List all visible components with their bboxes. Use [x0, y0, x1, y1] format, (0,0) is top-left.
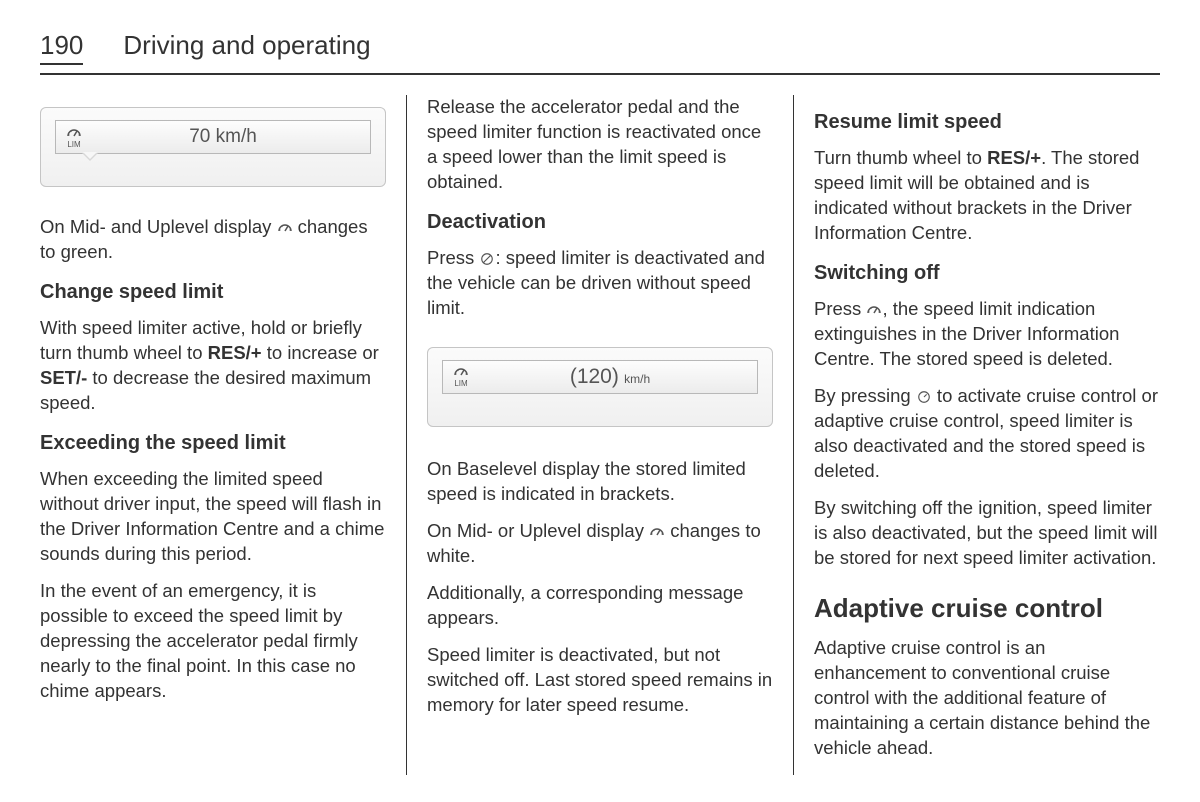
heading-resume: Resume limit speed: [814, 109, 1160, 136]
cancel-icon: [479, 248, 495, 262]
page-number: 190: [40, 30, 83, 65]
text: Press: [814, 298, 866, 319]
heading-deactivation: Deactivation: [427, 209, 773, 236]
lim-icon: [277, 217, 293, 231]
speed-display-1: LIM 70 km/h: [40, 107, 386, 187]
heading-adaptive-cruise: Adaptive cruise control: [814, 591, 1160, 626]
lim-icon: LIM: [451, 365, 471, 388]
speed-display-inner: LIM 70 km/h: [55, 120, 371, 154]
column-3: Resume limit speed Turn thumb wheel to R…: [793, 95, 1160, 775]
paragraph: Press : speed limiter is deactivated and…: [427, 246, 773, 321]
speed-number: (120): [570, 365, 619, 388]
paragraph: With speed limiter active, hold or brief…: [40, 316, 386, 416]
lim-label: LIM: [454, 380, 467, 388]
paragraph: Turn thumb wheel to RES/+. The stored sp…: [814, 146, 1160, 246]
paragraph: When exceeding the limited speed without…: [40, 467, 386, 567]
paragraph: Release the accelerator pedal and the sp…: [427, 95, 773, 195]
paragraph: On Mid- and Uplevel display changes to g…: [40, 215, 386, 265]
text: to decrease the desired maximum speed.: [40, 367, 371, 413]
text: On Mid- and Uplevel display: [40, 216, 277, 237]
speed-display-inner: LIM (120) km/h: [442, 360, 758, 394]
text: Press: [427, 247, 479, 268]
paragraph: Additionally, a corresponding message ap…: [427, 581, 773, 631]
text: to increase or: [262, 342, 379, 363]
speed-value: (120) km/h: [471, 363, 749, 391]
column-2: Release the accelerator pedal and the sp…: [406, 95, 793, 775]
paragraph: By switching off the ignition, speed lim…: [814, 496, 1160, 571]
speed-value: 70 km/h: [84, 124, 362, 150]
lim-label: LIM: [67, 141, 80, 149]
page-header: 190 Driving and operating: [40, 30, 1160, 75]
text: By pressing: [814, 385, 916, 406]
column-1: LIM 70 km/h On Mid- and Uplevel display …: [40, 95, 406, 775]
cruise-icon: [916, 386, 932, 400]
chapter-title: Driving and operating: [123, 30, 370, 61]
paragraph: Speed limiter is deactivated, but not sw…: [427, 643, 773, 718]
content-columns: LIM 70 km/h On Mid- and Uplevel display …: [40, 95, 1160, 775]
paragraph: By pressing to activate cruise control o…: [814, 384, 1160, 484]
paragraph: Press , the speed limit indication extin…: [814, 297, 1160, 372]
text-bold: RES/+: [208, 342, 262, 363]
speed-unit: km/h: [624, 372, 650, 386]
text-bold: RES/+: [987, 147, 1041, 168]
paragraph: Adaptive cruise control is an enhancemen…: [814, 636, 1160, 761]
text: Turn thumb wheel to: [814, 147, 987, 168]
lim-icon: [866, 299, 882, 313]
heading-switching-off: Switching off: [814, 260, 1160, 287]
heading-change-speed: Change speed limit: [40, 279, 386, 306]
paragraph: On Baselevel display the stored limited …: [427, 457, 773, 507]
lim-icon: [649, 521, 665, 535]
speed-display-2: LIM (120) km/h: [427, 347, 773, 427]
text-bold: SET/-: [40, 367, 87, 388]
lim-icon: LIM: [64, 126, 84, 149]
paragraph: On Mid- or Uplevel display changes to wh…: [427, 519, 773, 569]
paragraph: In the event of an emergency, it is poss…: [40, 579, 386, 704]
text: On Mid- or Uplevel display: [427, 520, 649, 541]
display-pointer: [82, 153, 98, 161]
heading-exceeding: Exceeding the speed limit: [40, 430, 386, 457]
